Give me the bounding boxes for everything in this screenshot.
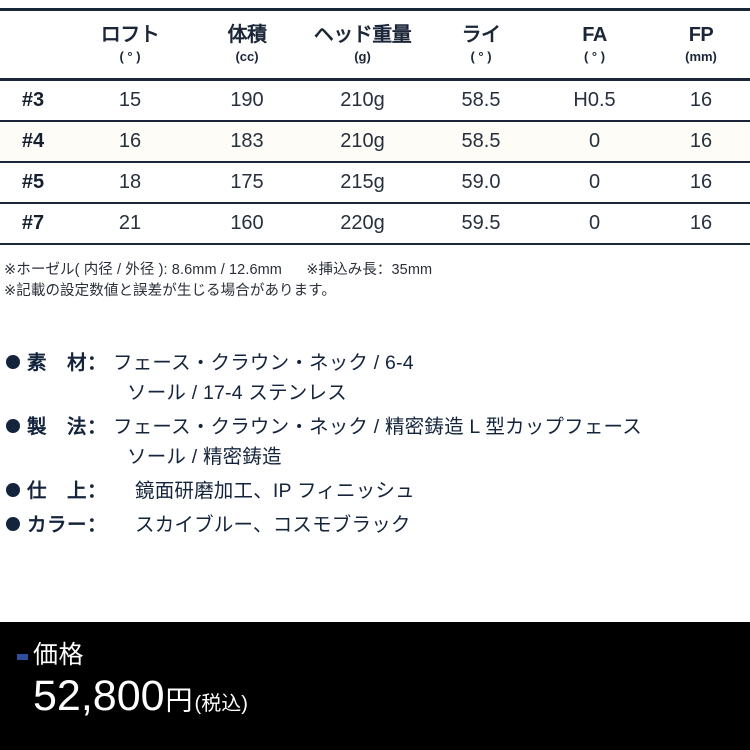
column-header-fa: FA ( ° ) (537, 8, 652, 81)
footnote-insert-length-text: ※挿込み長：35mm (306, 262, 433, 278)
spec-table-body: #3 15 190 210g 58.5 H0.5 16 #4 16 183 21… (0, 79, 750, 245)
price-currency: 円 (165, 686, 193, 716)
cell-model: #5 (0, 161, 66, 204)
column-header-lie-label: ライ (461, 24, 502, 46)
cell-lie: 58.5 (425, 79, 537, 122)
price-marker-icon (17, 654, 28, 660)
column-header-volume-label: 体積 (227, 24, 268, 46)
spec-table-container: ロフト ( ° ) 体積 (cc) ヘッド重量 (g) ライ ( ° ) FA (0, 8, 750, 245)
spec-item-color: カラー： スカイブルー、コスモブラック (6, 510, 750, 540)
specification-list: 素 材： フェース・クラウン・ネック / 6-4 ソール / 17-4 ステンレ… (6, 348, 750, 544)
spec-item-material: 素 材： フェース・クラウン・ネック / 6-4 ソール / 17-4 ステンレ… (6, 348, 750, 408)
spec-subvalue-material: ソール / 17-4 ステンレス (127, 382, 347, 404)
table-footnotes: ※ホーゼル( 内径 / 外径 ): 8.6mm / 12.6mm ※挿込み長：3… (4, 260, 744, 302)
spec-table-header: ロフト ( ° ) 体積 (cc) ヘッド重量 (g) ライ ( ° ) FA (0, 8, 750, 81)
cell-model: #7 (0, 202, 66, 245)
spec-sub-indent (6, 442, 127, 472)
spec-label-color: カラー： (27, 514, 108, 536)
cell-fa: H0.5 (537, 79, 652, 122)
spec-label-finish: 仕 上： (27, 480, 108, 502)
cell-volume: 190 (194, 79, 300, 122)
column-header-fp: FP (mm) (652, 8, 750, 81)
spec-value-method: フェース・クラウン・ネック / 精密鋳造 L 型カップフェース (113, 416, 642, 438)
footnote-hosel: ※ホーゼル( 内径 / 外径 ): 8.6mm / 12.6mm ※挿込み長：3… (4, 260, 744, 281)
bullet-icon (6, 419, 20, 433)
spec-item-finish-row: 仕 上： 鏡面研磨加工、IP フィニッシュ (6, 476, 750, 506)
price-title: 価格 (33, 641, 85, 669)
spec-item-material-subrow: ソール / 17-4 ステンレス (6, 378, 750, 408)
column-header-lie-unit: ( ° ) (470, 49, 492, 64)
table-row: #3 15 190 210g 58.5 H0.5 16 (0, 79, 750, 122)
price-amount: 52,800 (33, 672, 165, 720)
footnote-hosel-text: ※ホーゼル( 内径 / 外径 ): 8.6mm / 12.6mm (4, 262, 282, 278)
cell-volume: 183 (194, 120, 300, 163)
column-header-fp-unit: (mm) (685, 49, 717, 64)
cell-model: #3 (0, 79, 66, 122)
spec-item-method-row: 製 法： フェース・クラウン・ネック / 精密鋳造 L 型カップフェース (6, 412, 750, 442)
spec-subvalue-method: ソール / 精密鋳造 (127, 446, 282, 468)
footnote-tolerance: ※記載の設定数値と誤差が生じる場合があります。 (4, 283, 336, 299)
cell-fp: 16 (652, 202, 750, 245)
column-header-volume-unit: (cc) (235, 49, 259, 64)
bullet-icon (6, 355, 20, 369)
column-header-fa-label: FA (582, 24, 607, 46)
spec-label-material: 素 材： (27, 352, 108, 374)
column-header-loft: ロフト ( ° ) (66, 8, 194, 81)
table-row: #5 18 175 215g 59.0 0 16 (0, 161, 750, 204)
cell-fp: 16 (652, 161, 750, 204)
spec-value-material: フェース・クラウン・ネック / 6-4 (113, 352, 414, 374)
bullet-icon (6, 483, 20, 497)
cell-volume: 160 (194, 202, 300, 245)
table-row: #4 16 183 210g 58.5 0 16 (0, 120, 750, 163)
spec-item-material-row: 素 材： フェース・クラウン・ネック / 6-4 (6, 348, 750, 378)
column-header-lie: ライ ( ° ) (425, 8, 537, 81)
cell-lie: 59.5 (425, 202, 537, 245)
cell-fa: 0 (537, 161, 652, 204)
spec-item-color-row: カラー： スカイブルー、コスモブラック (6, 510, 750, 540)
cell-lie: 59.0 (425, 161, 537, 204)
cell-fa: 0 (537, 120, 652, 163)
cell-fp: 16 (652, 79, 750, 122)
price-banner (0, 622, 750, 750)
table-header-row: ロフト ( ° ) 体積 (cc) ヘッド重量 (g) ライ ( ° ) FA (0, 8, 750, 81)
column-header-model (0, 8, 66, 81)
cell-loft: 16 (66, 120, 194, 163)
cell-loft: 18 (66, 161, 194, 204)
spec-sub-indent (6, 378, 127, 408)
column-header-head-weight: ヘッド重量 (g) (300, 8, 425, 81)
column-header-fp-label: FP (688, 24, 714, 46)
cell-head-weight: 210g (300, 79, 425, 122)
spec-item-method: 製 法： フェース・クラウン・ネック / 精密鋳造 L 型カップフェース ソール… (6, 412, 750, 472)
cell-head-weight: 215g (300, 161, 425, 204)
spec-label-method: 製 法： (27, 416, 108, 438)
column-header-fa-unit: ( ° ) (583, 49, 606, 64)
bullet-icon (6, 517, 20, 531)
cell-head-weight: 210g (300, 120, 425, 163)
price-tax-note: (税込) (194, 693, 248, 715)
spec-value-color: スカイブルー、コスモブラック (135, 514, 411, 536)
cell-loft: 21 (66, 202, 194, 245)
cell-lie: 58.5 (425, 120, 537, 163)
cell-fp: 16 (652, 120, 750, 163)
cell-model: #4 (0, 120, 66, 163)
column-header-volume: 体積 (cc) (194, 8, 300, 81)
cell-loft: 15 (66, 79, 194, 122)
spec-value-finish: 鏡面研磨加工、IP フィニッシュ (135, 480, 415, 502)
price-amount-group: 52,800 円 (税込) (33, 672, 248, 728)
cell-volume: 175 (194, 161, 300, 204)
price-title-group: 価格 (17, 640, 84, 670)
spec-table: ロフト ( ° ) 体積 (cc) ヘッド重量 (g) ライ ( ° ) FA (0, 8, 750, 245)
column-header-head-weight-unit: (g) (354, 49, 371, 64)
cell-fa: 0 (537, 202, 652, 245)
column-header-head-weight-label: ヘッド重量 (313, 24, 412, 46)
spec-item-finish: 仕 上： 鏡面研磨加工、IP フィニッシュ (6, 476, 750, 506)
table-row: #7 21 160 220g 59.5 0 16 (0, 202, 750, 245)
column-header-loft-unit: ( ° ) (119, 49, 141, 64)
cell-head-weight: 220g (300, 202, 425, 245)
spec-item-method-subrow: ソール / 精密鋳造 (6, 442, 750, 472)
column-header-loft-label: ロフト (100, 24, 160, 46)
